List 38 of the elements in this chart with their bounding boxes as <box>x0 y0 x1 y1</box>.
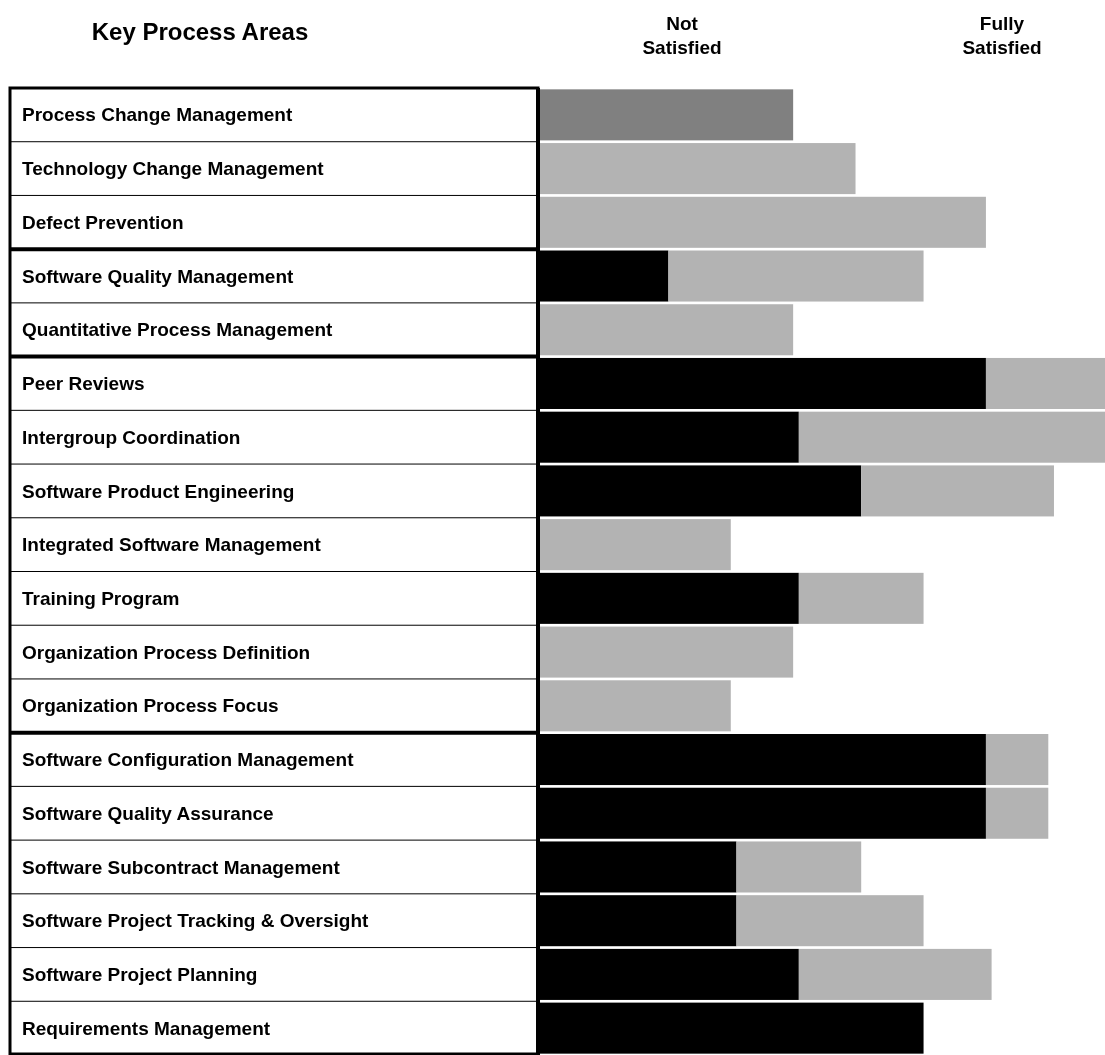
bar <box>736 895 924 947</box>
bar <box>668 250 924 302</box>
y-tick-label: Integrated Software Management <box>22 534 322 556</box>
bar <box>861 465 1054 517</box>
y-tick-label: Software Product Engineering <box>22 480 295 502</box>
y-tick-label: Requirements Management <box>22 1017 271 1039</box>
y-tick-label: Software Quality Assurance <box>22 802 274 824</box>
text: Not Satisfied <box>642 13 722 58</box>
y-tick-label: Intergroup Coordination <box>22 426 241 448</box>
bar <box>538 519 731 571</box>
bar <box>736 841 862 893</box>
bar <box>985 357 1105 409</box>
bar <box>798 948 992 1000</box>
bar <box>538 304 794 356</box>
y-tick-label: Software Project Planning <box>22 964 258 985</box>
bar <box>985 734 1049 786</box>
y-tick-label: Training Program <box>22 587 180 609</box>
bar <box>538 89 794 141</box>
y-tick-label: Defect Prevention <box>22 211 184 233</box>
bar <box>985 787 1049 839</box>
bar <box>538 196 986 248</box>
bar <box>798 411 1105 463</box>
text: Key Process Areas <box>91 18 309 45</box>
y-tick-label: Software Quality Management <box>22 265 295 287</box>
y-tick-label: Software Project Tracking & Oversight <box>22 910 369 932</box>
bar <box>538 680 731 732</box>
bar <box>798 572 924 624</box>
y-tick-label: Technology Change Management <box>22 158 325 180</box>
text: Fully Satisfied <box>962 13 1042 58</box>
y-tick-label: Peer Reviews <box>22 373 145 395</box>
y-tick-label: Quantitative Process Management <box>22 319 334 341</box>
y-tick-label: Process Change Management <box>22 104 293 126</box>
y-tick-label: Software Subcontract Management <box>22 856 341 878</box>
y-tick-label: Organization Process Focus <box>22 695 279 717</box>
y-tick-label: Organization Process Definition <box>22 641 311 663</box>
y-tick-label: Software Configuration Management <box>22 749 355 771</box>
bar <box>538 626 794 678</box>
bar <box>538 143 856 195</box>
